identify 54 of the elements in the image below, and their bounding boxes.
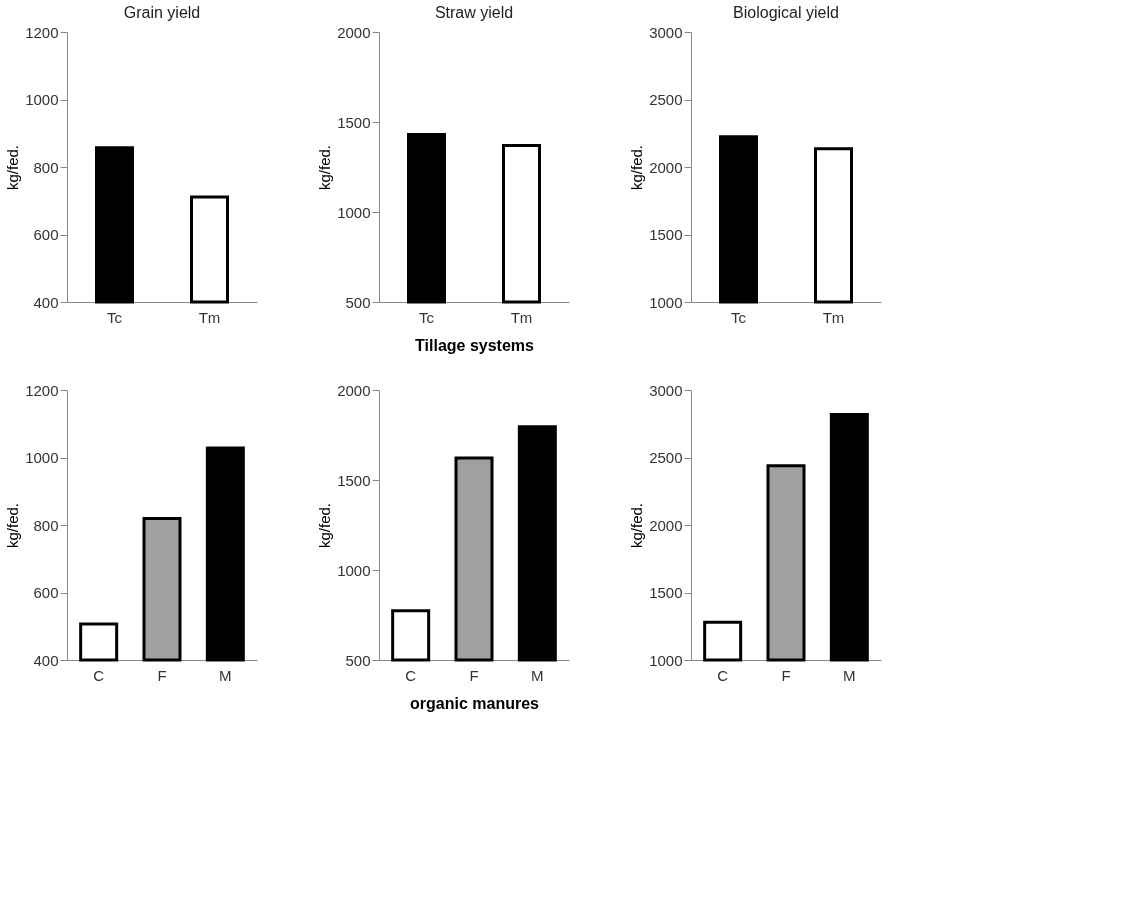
x-tick-label: M	[843, 666, 856, 684]
y-tick-label: 600	[33, 226, 59, 243]
y-tick-label: 1500	[649, 584, 683, 601]
y-tick-label: 1500	[337, 471, 371, 489]
x-tick-label: F	[781, 666, 791, 684]
x-tick-label: F	[157, 666, 167, 684]
y-tick-label: 3000	[649, 23, 683, 41]
y-tick-label: 1200	[25, 381, 59, 399]
y-tick-label: 500	[345, 293, 371, 311]
y-axis-title: kg/fed.	[628, 144, 646, 191]
y-tick-label: 1500	[649, 226, 683, 243]
x-tick-label: M	[531, 666, 544, 684]
y-axis-title: kg/fed.	[4, 502, 22, 549]
y-tick-label: 1000	[337, 203, 371, 221]
x-tick-label: Tm	[510, 308, 533, 326]
y-tick-label: 1000	[649, 293, 683, 311]
y-axis-title: kg/fed.	[316, 502, 334, 549]
y-tick-label: 1000	[337, 561, 371, 579]
y-axis-title: kg/fed.	[4, 144, 22, 191]
x-axis-title: organic manures	[410, 694, 540, 712]
y-tick-label: 1200	[25, 23, 59, 41]
x-tick-label: Tc	[107, 308, 123, 326]
y-tick-label: 2000	[649, 516, 683, 534]
y-tick-label: 800	[33, 516, 59, 534]
x-axis-title: Tillage systems	[415, 336, 535, 354]
x-tick-label: Tm	[822, 308, 845, 326]
y-tick-label: 800	[33, 158, 59, 176]
y-tick-label: 2000	[337, 381, 371, 399]
x-tick-label: F	[469, 666, 479, 684]
y-tick-label: 400	[33, 293, 59, 311]
x-tick-label: M	[219, 666, 232, 684]
y-tick-label: 1000	[649, 651, 683, 669]
x-tick-label: Tm	[198, 308, 221, 326]
y-axis-title: kg/fed.	[316, 144, 334, 191]
y-tick-label: 1000	[25, 91, 59, 108]
y-tick-label: 1500	[337, 113, 371, 131]
x-tick-label: C	[405, 666, 417, 684]
x-tick-label: C	[717, 666, 729, 684]
y-tick-label: 2500	[649, 449, 683, 466]
y-tick-label: 500	[345, 651, 371, 669]
y-tick-label: 600	[33, 584, 59, 601]
y-tick-label: 400	[33, 651, 59, 669]
x-tick-label: C	[93, 666, 105, 684]
y-tick-label: 2500	[649, 91, 683, 108]
y-tick-label: 3000	[649, 381, 683, 399]
x-tick-label: Tc	[731, 308, 747, 326]
chart-title: Straw yield	[434, 4, 514, 21]
y-tick-label: 2000	[337, 23, 371, 41]
chart-title: Grain yield	[123, 4, 201, 21]
y-tick-label: 2000	[649, 158, 683, 176]
chart-title: Biological yield	[733, 4, 839, 21]
y-axis-title: kg/fed.	[628, 502, 646, 549]
y-tick-label: 1000	[25, 449, 59, 466]
x-tick-label: Tc	[419, 308, 435, 326]
